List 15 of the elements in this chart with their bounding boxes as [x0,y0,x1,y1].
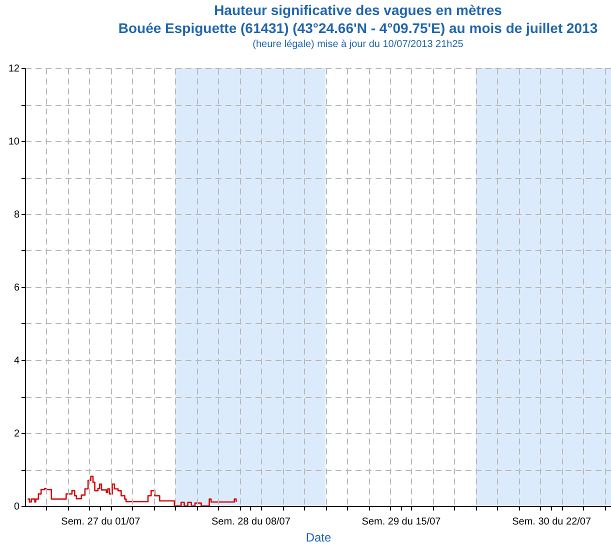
y-tick-label: 0 [14,502,20,512]
x-tick-label: Sem. 30 du 22/07 [512,516,592,528]
y-tick-label: 8 [14,210,20,220]
y-tick-label: 10 [8,136,20,148]
y-tick-label: 4 [14,356,20,366]
chart-subtitle: Bouée Espiguette (61431) (43°24.66'N - 4°09.75'E) au mois de juillet 2013 [118,20,598,36]
y-tick-label: 12 [8,64,20,74]
x-tick-label: Sem. 29 du 15/07 [362,516,442,528]
x-axis-title: Date [306,530,332,544]
x-tick-label: Sem. 27 du 01/07 [61,516,141,528]
y-tick-label: 2 [14,428,20,440]
y-tick-label: 6 [14,282,20,294]
chart-title: Hauteur significative des vagues en mètres [214,2,502,18]
x-tick-label: Sem. 28 du 08/07 [211,516,291,528]
text: (heure légale) mise à jour du 10/07/2013 21h25 [252,39,464,50]
